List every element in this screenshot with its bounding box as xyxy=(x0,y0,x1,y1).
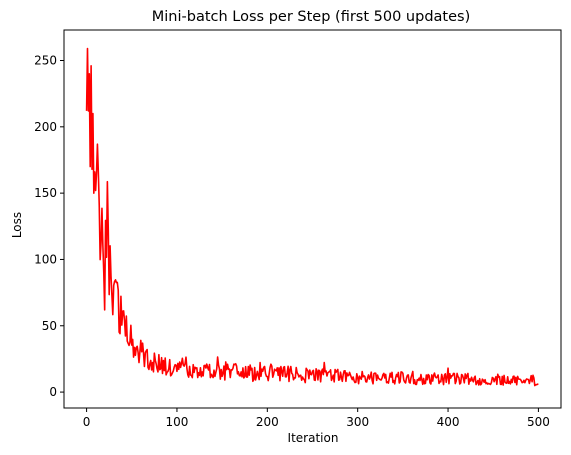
x-tick-label: 100 xyxy=(166,415,189,429)
y-tick-label: 50 xyxy=(42,319,57,333)
x-tick-label: 200 xyxy=(256,415,279,429)
x-tick-label: 400 xyxy=(437,415,460,429)
x-tick-label: 300 xyxy=(346,415,369,429)
x-tick-label: 0 xyxy=(83,415,91,429)
chart-title: Mini-batch Loss per Step (first 500 upda… xyxy=(152,9,470,25)
y-tick-label: 150 xyxy=(34,186,57,200)
y-axis-label: Loss xyxy=(10,212,24,238)
y-tick-label: 0 xyxy=(49,385,57,399)
x-axis-label: Iteration xyxy=(288,431,339,445)
y-tick-label: 100 xyxy=(34,252,57,266)
y-tick-label: 200 xyxy=(34,120,57,134)
loss-series-line xyxy=(85,47,539,387)
y-axis: 0 50 100 150 200 250 xyxy=(34,54,64,399)
plot-area xyxy=(63,29,562,409)
x-tick-label: 500 xyxy=(527,415,550,429)
y-tick-label: 250 xyxy=(34,54,57,68)
x-axis: 0 100 200 300 400 500 xyxy=(83,408,550,429)
axes-frame xyxy=(63,29,562,409)
